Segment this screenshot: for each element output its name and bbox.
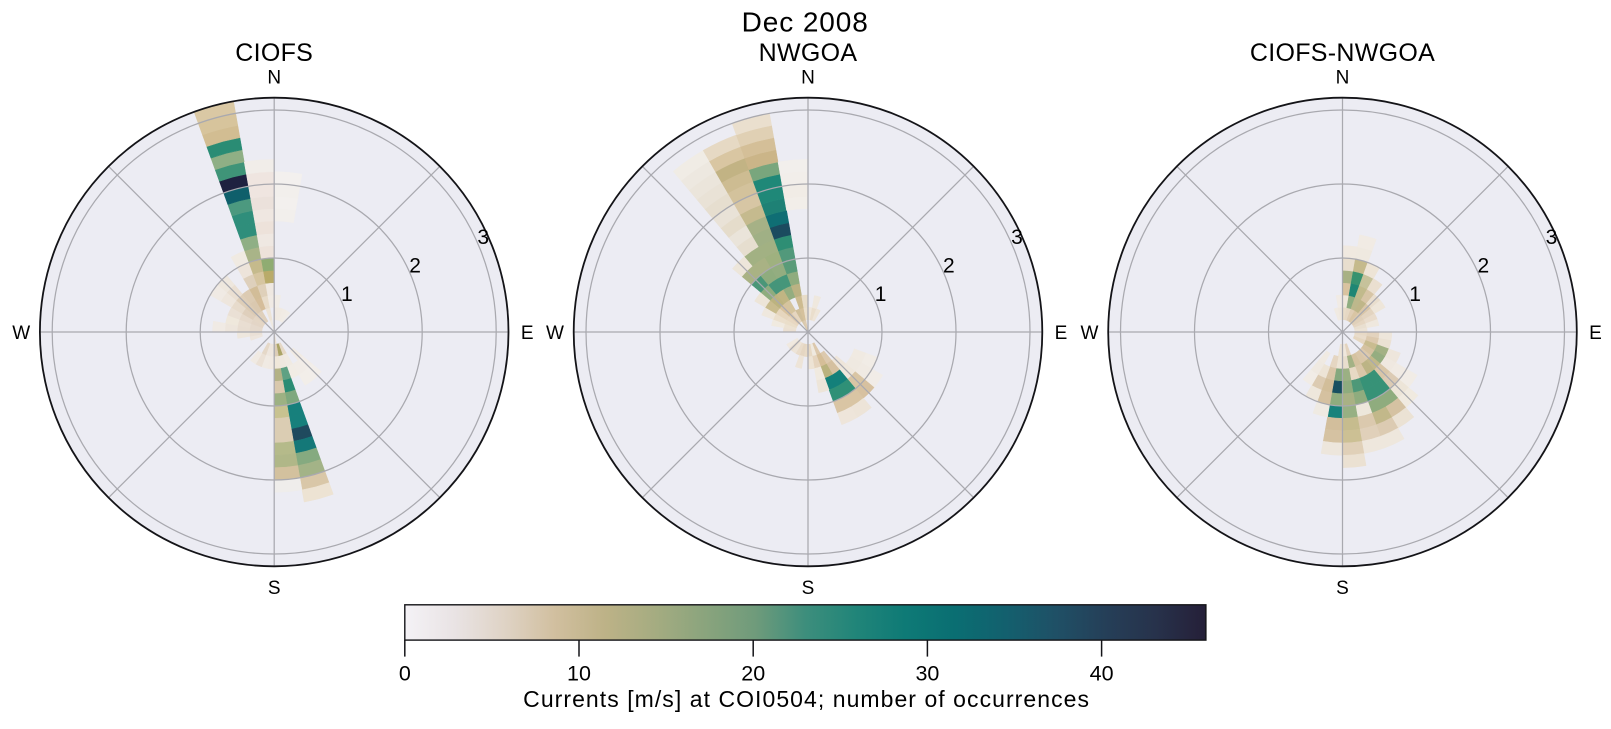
svg-text:S: S xyxy=(268,578,281,599)
svg-text:40: 40 xyxy=(1090,661,1114,685)
svg-text:W: W xyxy=(12,323,30,344)
svg-text:10: 10 xyxy=(567,661,591,685)
svg-text:3: 3 xyxy=(1011,226,1023,249)
svg-text:20: 20 xyxy=(741,661,765,685)
svg-text:CIOFS: CIOFS xyxy=(235,39,313,67)
svg-text:W: W xyxy=(546,323,564,344)
svg-text:N: N xyxy=(267,68,281,89)
svg-text:NWGOA: NWGOA xyxy=(759,39,858,67)
svg-text:W: W xyxy=(1081,323,1099,344)
svg-text:2: 2 xyxy=(409,254,421,277)
svg-text:N: N xyxy=(1336,68,1350,89)
svg-text:30: 30 xyxy=(915,661,939,685)
svg-text:E: E xyxy=(1589,323,1602,344)
svg-text:2: 2 xyxy=(943,254,955,277)
svg-text:S: S xyxy=(802,578,815,599)
svg-text:3: 3 xyxy=(477,226,489,249)
svg-text:1: 1 xyxy=(875,283,887,306)
svg-text:0: 0 xyxy=(399,661,411,685)
svg-text:E: E xyxy=(1055,323,1068,344)
svg-text:1: 1 xyxy=(341,283,353,306)
svg-text:1: 1 xyxy=(1409,283,1421,306)
svg-text:S: S xyxy=(1336,578,1349,599)
svg-text:Currents [m/s] at COI0504; num: Currents [m/s] at COI0504; number of occ… xyxy=(523,686,1090,712)
svg-text:3: 3 xyxy=(1546,226,1558,249)
svg-text:CIOFS-NWGOA: CIOFS-NWGOA xyxy=(1250,39,1435,67)
svg-text:N: N xyxy=(801,68,815,89)
svg-text:E: E xyxy=(521,323,534,344)
svg-text:2: 2 xyxy=(1478,254,1490,277)
svg-text:Dec 2008: Dec 2008 xyxy=(742,6,869,37)
